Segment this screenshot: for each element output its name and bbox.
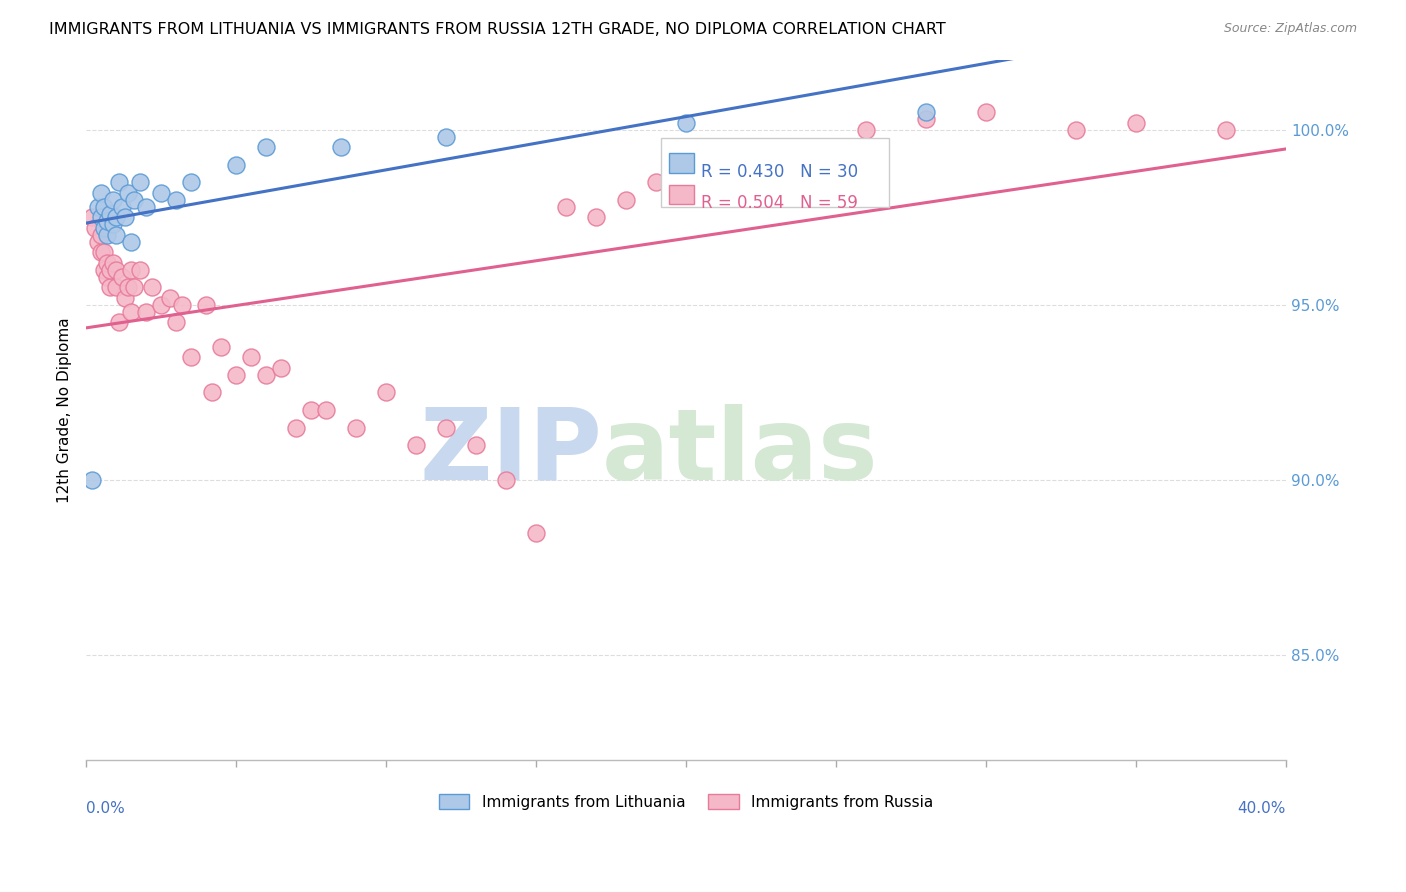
Point [129, 263, 152, 277]
Point [117, 186, 139, 200]
Point [495, 473, 517, 487]
Text: ZIP: ZIP [419, 403, 602, 500]
Point [105, 227, 128, 242]
Point [111, 200, 134, 214]
Point [254, 140, 277, 154]
Point [120, 235, 142, 249]
Point [165, 193, 187, 207]
Point [93, 220, 115, 235]
Point [108, 175, 131, 189]
Point [87, 235, 110, 249]
Point [105, 280, 128, 294]
Point [434, 420, 457, 434]
Point [120, 263, 142, 277]
Point [87, 200, 110, 214]
Point [150, 186, 173, 200]
Point [101, 217, 124, 231]
Point [465, 438, 488, 452]
Legend: Immigrants from Lithuania, Immigrants from Russia: Immigrants from Lithuania, Immigrants fr… [433, 788, 939, 816]
Point [645, 175, 668, 189]
Point [675, 158, 697, 172]
Point [93, 200, 115, 214]
Point [108, 315, 131, 329]
Point [122, 280, 145, 294]
Point [675, 116, 697, 130]
Point [240, 351, 263, 365]
Text: 0.0%: 0.0% [86, 800, 125, 815]
Point [105, 263, 128, 277]
Point [101, 256, 124, 270]
Point [122, 193, 145, 207]
Point [375, 385, 398, 400]
Text: IMMIGRANTS FROM LITHUANIA VS IMMIGRANTS FROM RUSSIA 12TH GRADE, NO DIPLOMA CORRE: IMMIGRANTS FROM LITHUANIA VS IMMIGRANTS … [49, 22, 946, 37]
Point [150, 298, 173, 312]
Point [405, 438, 427, 452]
Point [434, 129, 457, 144]
Point [974, 105, 997, 120]
Point [315, 403, 337, 417]
Point [794, 140, 817, 154]
Point [585, 211, 607, 225]
Point [209, 340, 232, 354]
Point [170, 298, 193, 312]
Point [225, 158, 247, 172]
Point [135, 200, 157, 214]
Point [98, 280, 121, 294]
Point [614, 193, 637, 207]
Point [524, 525, 547, 540]
Point [90, 186, 112, 200]
Point [165, 315, 187, 329]
Point [201, 385, 224, 400]
Point [344, 420, 367, 434]
Point [111, 269, 134, 284]
Point [1064, 122, 1087, 136]
Point [114, 291, 136, 305]
Text: atlas: atlas [602, 403, 879, 500]
Y-axis label: 12th Grade, No Diploma: 12th Grade, No Diploma [58, 318, 72, 503]
Point [96, 269, 118, 284]
Point [180, 175, 202, 189]
Point [90, 211, 112, 225]
Point [80, 211, 103, 225]
Text: R = 0.504   N = 59: R = 0.504 N = 59 [702, 194, 858, 212]
Point [120, 305, 142, 319]
Point [1125, 116, 1147, 130]
Point [254, 368, 277, 382]
Point [93, 245, 115, 260]
Point [330, 140, 353, 154]
Point [225, 368, 247, 382]
Text: 40.0%: 40.0% [1237, 800, 1286, 815]
Point [915, 105, 938, 120]
Text: Source: ZipAtlas.com: Source: ZipAtlas.com [1223, 22, 1357, 36]
Point [90, 227, 112, 242]
Point [141, 280, 163, 294]
Point [117, 280, 139, 294]
Point [270, 360, 292, 375]
Point [96, 256, 118, 270]
Point [105, 211, 128, 225]
Point [80, 473, 103, 487]
Point [195, 298, 218, 312]
Point [96, 214, 118, 228]
Point [93, 263, 115, 277]
Point [98, 207, 121, 221]
Point [96, 227, 118, 242]
Point [855, 122, 877, 136]
Point [84, 220, 107, 235]
Text: R = 0.430   N = 30: R = 0.430 N = 30 [702, 163, 859, 181]
Point [915, 112, 938, 127]
Point [135, 305, 157, 319]
Point [299, 403, 322, 417]
Point [101, 193, 124, 207]
Point [555, 200, 578, 214]
Point [90, 245, 112, 260]
Point [159, 291, 181, 305]
Point [114, 211, 136, 225]
Point [98, 263, 121, 277]
Point [180, 351, 202, 365]
Point [285, 420, 308, 434]
Point [1215, 122, 1237, 136]
Point [735, 165, 758, 179]
Point [129, 175, 152, 189]
